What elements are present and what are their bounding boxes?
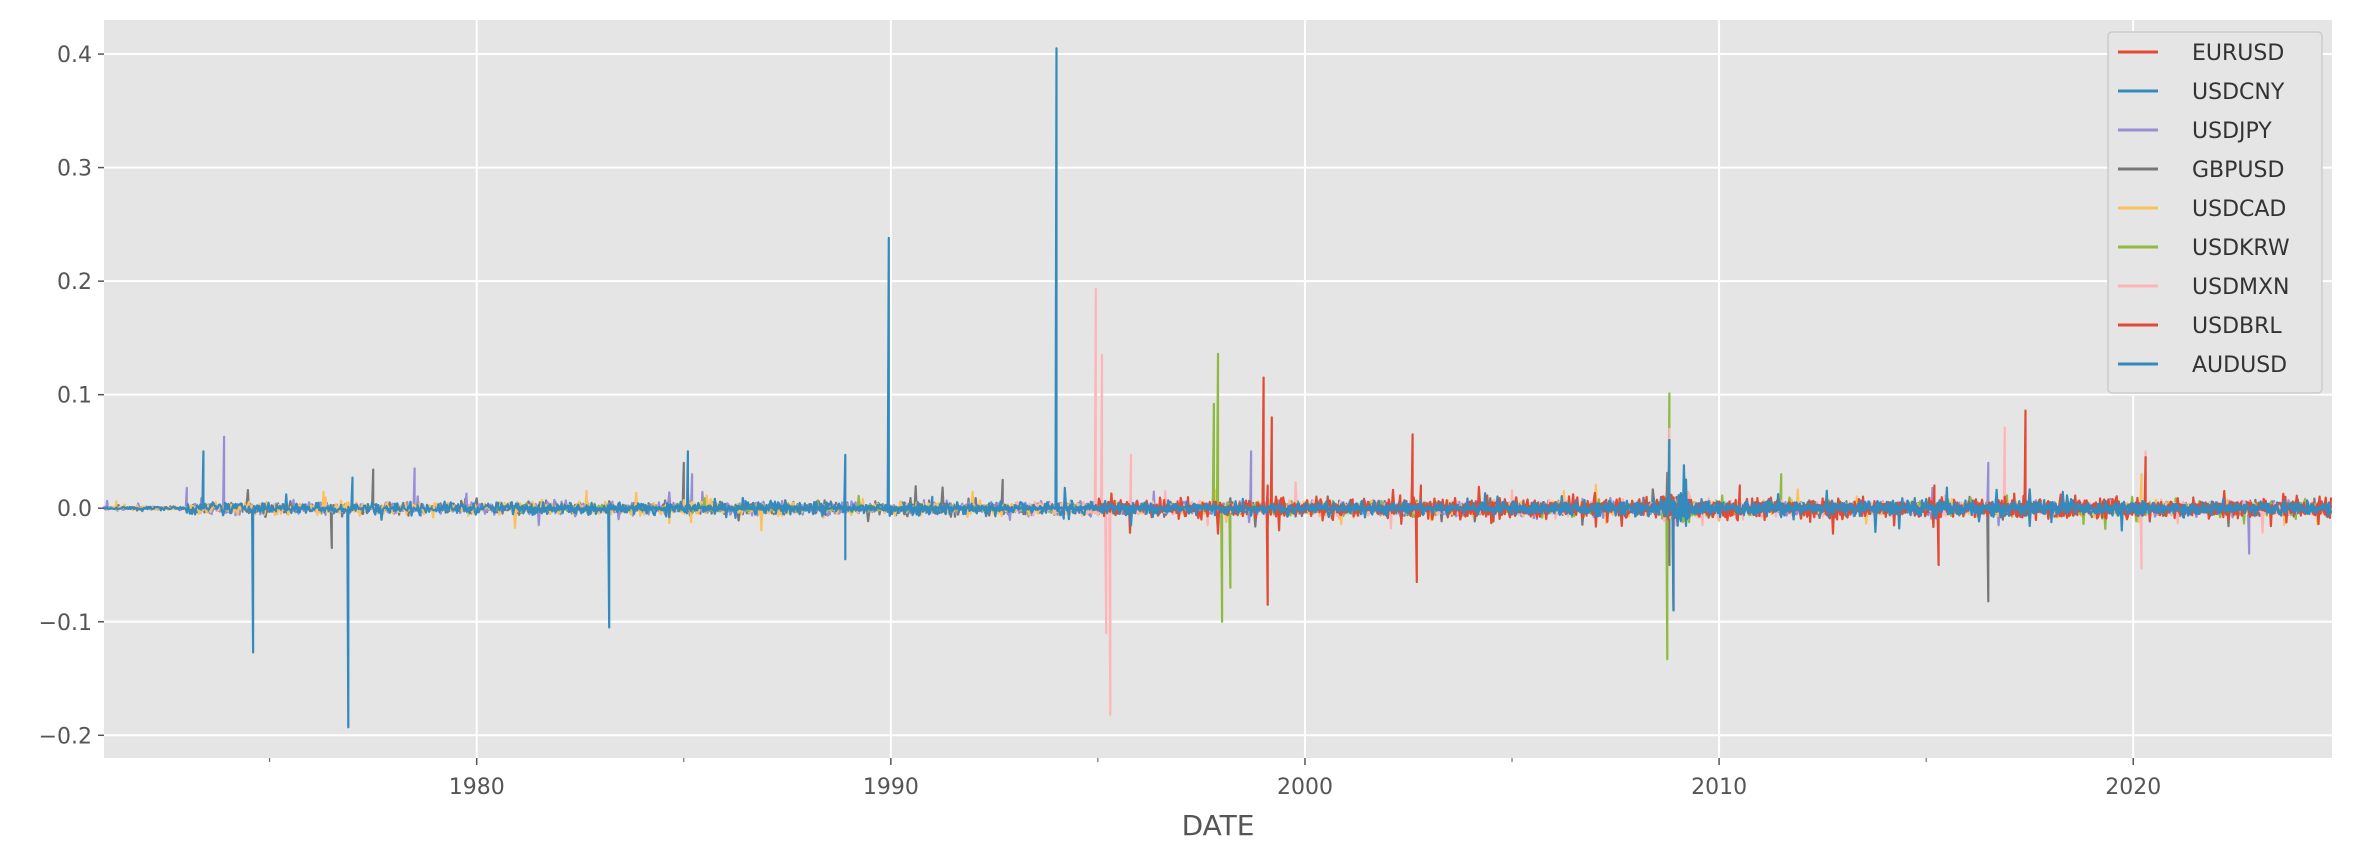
- legend-label: USDMXN: [2192, 275, 2290, 300]
- y-tick-label: −0.2: [39, 724, 92, 749]
- y-tick-label: 0.0: [57, 497, 92, 522]
- legend-label: USDBRL: [2192, 314, 2282, 339]
- x-axis-title: DATE: [1182, 809, 1255, 842]
- x-axis: 1980 1990 2000 2010 2020: [269, 758, 2161, 800]
- series-layer: [102, 47, 2333, 729]
- legend-label: USDCAD: [2192, 197, 2286, 222]
- y-tick-label: −0.1: [39, 611, 92, 636]
- x-tick-label: 2020: [2105, 775, 2161, 800]
- legend-label: USDJPY: [2192, 119, 2272, 144]
- x-tick-label: 1980: [449, 775, 505, 800]
- legend-label: AUDUSD: [2192, 353, 2287, 378]
- x-tick-label: 2000: [1277, 775, 1333, 800]
- y-tick-label: 0.2: [57, 270, 92, 295]
- legend-label: USDCNY: [2192, 80, 2285, 105]
- y-axis: −0.2 −0.1 0.0 0.1 0.2 0.3 0.4: [39, 43, 104, 749]
- legend-label: USDKRW: [2192, 236, 2290, 261]
- x-tick-label: 1990: [863, 775, 919, 800]
- y-tick-label: 0.4: [57, 43, 92, 68]
- y-tick-label: 0.1: [57, 384, 92, 409]
- legend-label: EURUSD: [2192, 41, 2284, 66]
- legend: EURUSD USDCNY USDJPY GBPUSD USDCAD USDKRW USDM…: [2107, 31, 2323, 394]
- series-line-audusd: [103, 439, 2333, 729]
- x-tick-label: 2010: [1691, 775, 1747, 800]
- legend-box: [2107, 31, 2323, 394]
- legend-label: GBPUSD: [2192, 158, 2284, 183]
- y-tick-label: 0.3: [57, 157, 92, 182]
